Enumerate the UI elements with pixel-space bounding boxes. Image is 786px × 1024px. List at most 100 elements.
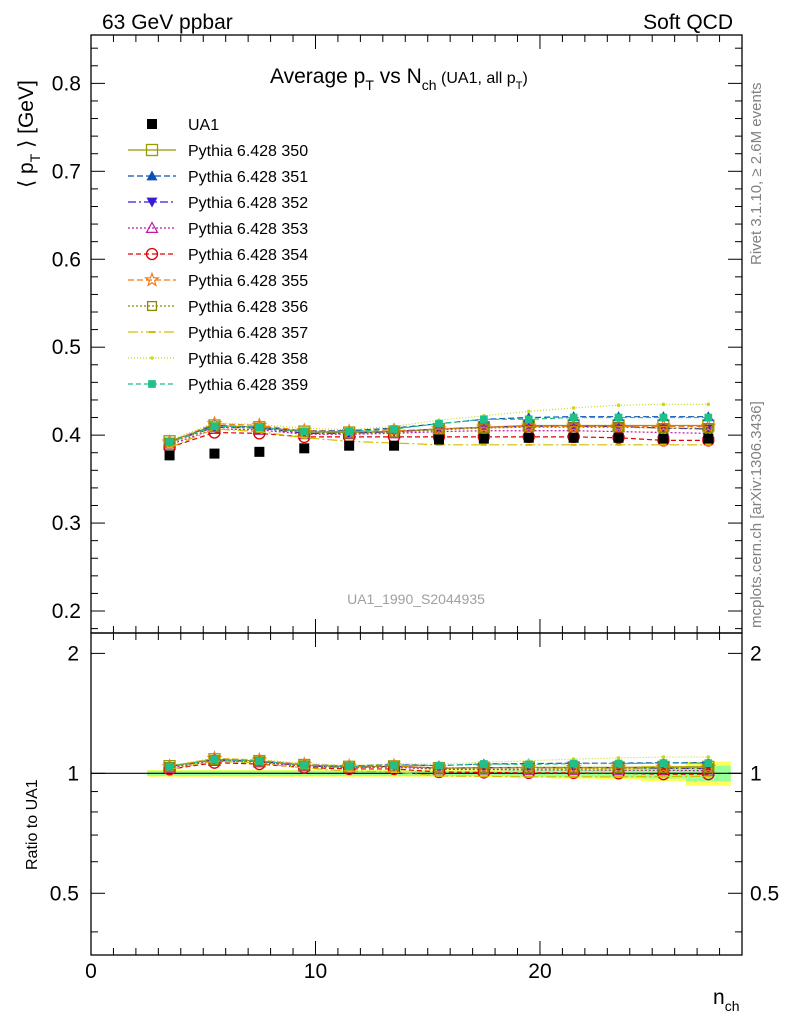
marker	[209, 448, 220, 459]
marker	[345, 427, 354, 436]
y-tick-label: 0.5	[52, 336, 81, 359]
marker	[146, 170, 158, 181]
marker	[147, 119, 157, 129]
marker	[300, 761, 309, 769]
legend-label: UA1	[188, 117, 219, 134]
marker	[146, 197, 158, 208]
ratio-tick-label: 1	[67, 762, 79, 785]
ratio-tick-label-right: 1	[750, 762, 762, 785]
marker	[435, 761, 443, 770]
marker	[165, 438, 174, 447]
marker	[703, 423, 714, 434]
y-tick-label: 0.6	[52, 248, 81, 271]
marker	[524, 760, 533, 769]
marker	[254, 756, 265, 767]
marker	[704, 413, 713, 422]
marker	[299, 443, 310, 454]
marker	[478, 433, 489, 444]
legend-label: Pythia 6.428 353	[188, 221, 308, 238]
marker	[435, 419, 443, 428]
marker	[613, 432, 624, 443]
ratio-axis-label: Ratio to UA1	[24, 779, 41, 870]
ylabel-end: ⟩ [GeV]	[15, 80, 38, 154]
xlabel-main: n	[713, 986, 725, 1009]
marker	[571, 406, 576, 410]
series-pythia-6.428-359	[165, 413, 713, 447]
y-tick-label: 0.7	[52, 160, 81, 183]
legend-label: Pythia 6.428 350	[188, 143, 308, 160]
marker	[704, 759, 713, 767]
marker	[479, 415, 488, 424]
legend-item: Pythia 6.428 350	[128, 143, 308, 160]
ratio-tick-label-right: 0.5	[750, 882, 779, 905]
marker	[433, 434, 444, 445]
x-tick-label: 10	[304, 960, 327, 983]
marker	[526, 409, 531, 414]
marker	[164, 450, 175, 461]
marker	[345, 762, 354, 771]
legend-label: Pythia 6.428 352	[188, 195, 308, 212]
legend-item: Pythia 6.428 357	[128, 325, 308, 342]
header-right: Soft QCD	[643, 11, 733, 34]
legend-item: Pythia 6.428 351	[128, 169, 308, 186]
marker	[344, 440, 355, 451]
marker	[612, 431, 625, 444]
ylabel-main: ⟨ p	[15, 162, 38, 188]
ratio-tick-label-right: 2	[750, 642, 762, 665]
title-small-sub: T	[516, 80, 523, 92]
legend-label: Pythia 6.428 359	[188, 377, 308, 394]
legend-label: Pythia 6.428 354	[188, 247, 308, 264]
marker	[523, 432, 534, 443]
legend-label: Pythia 6.428 358	[188, 351, 308, 368]
title-sub-2: ch	[422, 77, 437, 93]
legend-label: Pythia 6.428 356	[188, 299, 308, 316]
title-sub-1: T	[365, 77, 374, 93]
marker	[661, 402, 666, 407]
marker	[389, 440, 400, 451]
rivet-label: Rivet 3.1.10, ≥ 2.6M events	[748, 83, 765, 266]
marker	[148, 380, 156, 388]
marker	[706, 755, 711, 759]
title-small-end: )	[522, 70, 527, 87]
ratio-tick-label: 2	[67, 642, 79, 665]
marker	[210, 755, 219, 764]
marker	[568, 422, 579, 433]
main-panel: 0.2 0.3 0.4 0.5 0.6 0.7 0.8	[52, 34, 743, 955]
marker	[702, 768, 715, 781]
title-small: (UA1, all p	[437, 70, 516, 87]
marker	[210, 422, 219, 431]
title-part-2: vs N	[374, 65, 422, 88]
marker	[569, 413, 578, 422]
legend-item: Pythia 6.428 354	[128, 247, 308, 264]
legend-label: Pythia 6.428 357	[188, 325, 308, 342]
marker	[568, 432, 579, 443]
marker	[703, 433, 714, 444]
marker	[616, 756, 621, 760]
marker	[614, 759, 623, 768]
marker	[300, 427, 309, 436]
marker	[658, 433, 669, 444]
data-series-ua1	[164, 432, 714, 461]
x-axis-label: nch	[713, 986, 739, 1014]
marker	[659, 759, 668, 767]
marker	[661, 755, 666, 759]
x-tick-label: 20	[528, 960, 551, 983]
y-tick-label: 0.4	[52, 424, 82, 447]
marker	[706, 402, 711, 407]
legend-item: Pythia 6.428 353	[128, 221, 308, 238]
header-left: 63 GeV ppbar	[102, 11, 233, 34]
marker	[524, 415, 533, 424]
legend-item: Pythia 6.428 352	[128, 195, 308, 212]
y-axis-label: ⟨ pT ⟩ [GeV]	[15, 80, 43, 188]
marker	[658, 423, 669, 434]
ratio-frame	[90, 632, 743, 956]
marker	[616, 403, 621, 408]
legend-item-ua1: UA1	[147, 117, 219, 134]
ratio-series-pythia-6.428-359	[165, 755, 713, 771]
marker	[659, 413, 668, 422]
marker	[150, 356, 154, 360]
y-tick-label: 0.3	[52, 512, 81, 535]
marker	[614, 413, 623, 422]
x-tick-label: 0	[85, 960, 97, 983]
